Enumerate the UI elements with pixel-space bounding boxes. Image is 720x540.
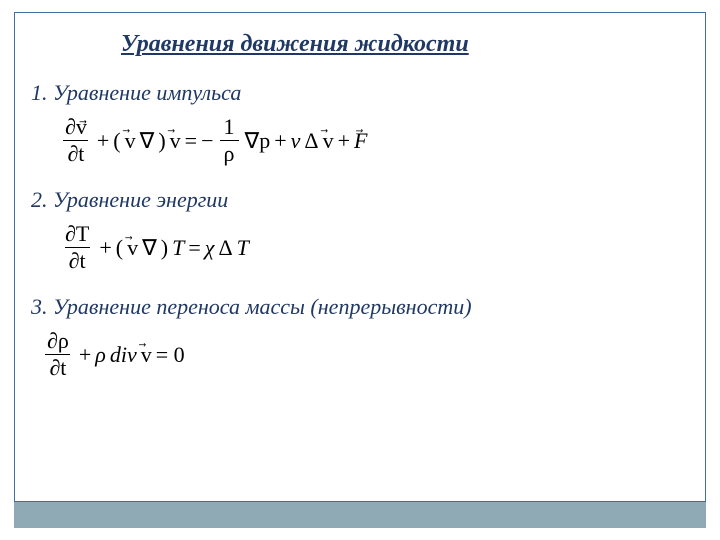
eq2-open: ( <box>116 235 123 261</box>
eq2-plus: + <box>99 235 111 261</box>
eq3-rho: ρ <box>95 342 106 368</box>
eq1-minus: − <box>201 128 213 154</box>
section-2-heading: 2. Уравнение энергии <box>31 187 677 213</box>
eq2-T: T <box>172 235 184 261</box>
eq1-nabla1: ∇ <box>140 128 155 154</box>
eq2-eq: = <box>188 235 200 261</box>
eq1-fd: ρ <box>220 140 239 165</box>
eq1-eq: = <box>185 128 197 154</box>
footer-bar <box>14 502 706 528</box>
eq2-close: ) <box>161 235 168 261</box>
eq2-v: v <box>127 235 138 261</box>
eq1-fn: 1 <box>220 116 239 140</box>
eq1-nu: ν <box>291 128 301 154</box>
eq1-open: ( <box>113 128 120 154</box>
slide-frame: Уравнения движения жидкости 1. Уравнение… <box>14 12 706 502</box>
eq2-nabla: ∇ <box>142 235 157 261</box>
slide-title: Уравнения движения жидкости <box>121 31 677 58</box>
section-3-heading: 3. Уравнение переноса массы (непрерывнос… <box>31 294 677 320</box>
eq1-v2: v <box>170 128 181 154</box>
eq1-F: F <box>354 128 367 154</box>
eq3-num: ∂ρ <box>43 330 73 354</box>
eq1-close: ) <box>158 128 165 154</box>
eq1-plus2: + <box>274 128 286 154</box>
eq1-num: ∂v <box>65 114 87 139</box>
eq3-plus: + <box>79 342 91 368</box>
eq2-den: ∂t <box>65 247 90 272</box>
eq2-T2: T <box>237 235 249 261</box>
eq3-den: ∂t <box>45 354 70 379</box>
equation-2: ∂T ∂t + ( v ∇ ) T = χ Δ T <box>59 223 677 272</box>
eq1-v3: v <box>323 128 334 154</box>
eq2-num: ∂T <box>61 223 93 247</box>
eq1-den: ∂t <box>63 140 88 165</box>
eq3-eq: = 0 <box>156 342 185 368</box>
section-1-heading: 1. Уравнение импульса <box>31 80 677 106</box>
eq1-v1: v <box>125 128 136 154</box>
eq2-delta: Δ <box>218 235 232 261</box>
eq3-div: div <box>110 342 137 368</box>
eq1-delta: Δ <box>304 128 318 154</box>
equation-1: ∂v ∂t + ( v ∇ ) v = − 1 ρ ∇p + ν Δ v + F <box>59 116 677 165</box>
eq3-v: v <box>141 342 152 368</box>
eq1-plus1: + <box>97 128 109 154</box>
equation-3: ∂ρ ∂t + ρ div v = 0 <box>41 330 677 379</box>
eq2-chi: χ <box>205 235 215 261</box>
eq1-nablap: ∇p <box>245 128 271 154</box>
eq1-plus3: + <box>338 128 350 154</box>
